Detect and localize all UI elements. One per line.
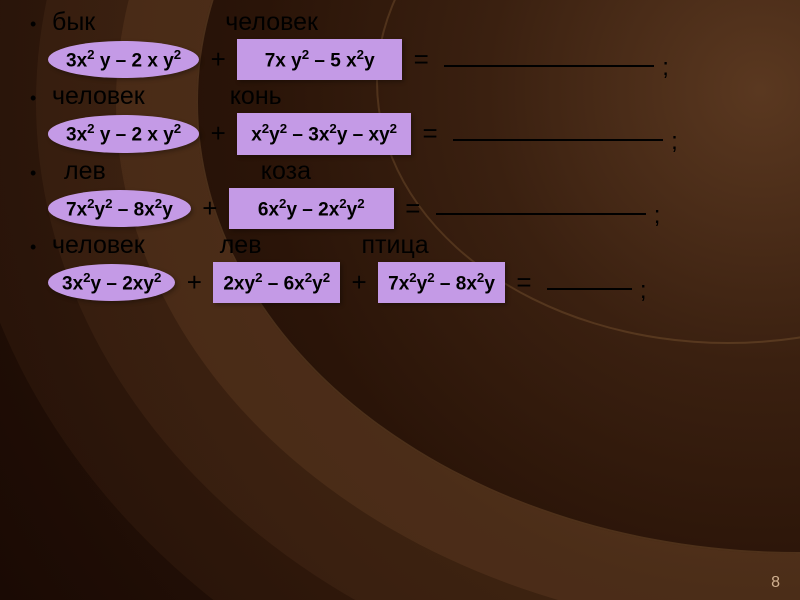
equals: = [404,193,422,224]
equals: = [412,44,430,75]
row4-expr: 3x2y – 2xy2 + 2xy2 – 6x2y2 + 7x2y2 – 8x2… [30,262,780,303]
plus: + [350,267,368,298]
answer-blank [444,65,654,67]
semicolon: ; [654,202,661,230]
plus: + [209,118,227,149]
label-lev: лев [64,157,106,186]
slide-content: • бык человек 3x2 y – 2 x y2 + 7x y2 – 5… [0,0,800,315]
plus: + [201,193,219,224]
term-rect: 6x2y – 2x2y2 [229,188,394,229]
row1-labels: • бык человек [30,8,780,37]
plus: + [185,267,203,298]
label-koza: коза [261,157,311,186]
term-rect: 2xy2 – 6x2y2 [213,262,340,303]
term-rect: x2y2 – 3x2y – xy2 [237,113,411,154]
label-byk: бык [52,8,95,37]
equals: = [421,118,439,149]
row2-expr: 3x2 y – 2 x y2 + x2y2 – 3x2y – xy2 = ; [30,113,780,154]
term-oval: 3x2 y – 2 x y2 [48,115,199,152]
plus: + [209,44,227,75]
label-kon: конь [230,82,282,111]
row1-expr: 3x2 y – 2 x y2 + 7x y2 – 5 x2y = ; [30,39,780,80]
row4-labels: • человек лев птица [30,231,780,260]
row3-labels: • лев коза [30,157,780,186]
term-rect: 7x2y2 – 8x2y [378,262,505,303]
bullet: • [30,237,48,258]
bullet: • [30,14,48,35]
semicolon: ; [640,277,647,305]
answer-blank [547,288,632,290]
bullet: • [30,88,48,109]
label-ptitsa: птица [362,231,429,260]
row2-labels: • человек конь [30,82,780,111]
equals: = [515,267,533,298]
label-chelovek: человек [52,231,145,260]
page-number: 8 [771,574,780,592]
term-rect: 7x y2 – 5 x2y [237,39,402,80]
label-lev: лев [220,231,262,260]
term-oval: 3x2 y – 2 x y2 [48,41,199,78]
semicolon: ; [662,54,669,82]
semicolon: ; [671,128,678,156]
answer-blank [436,213,646,215]
term-oval: 7x2y2 – 8x2y [48,190,191,227]
label-chelovek: человек [52,82,145,111]
row3-expr: 7x2y2 – 8x2y + 6x2y – 2x2y2 = ; [30,188,780,229]
term-oval: 3x2y – 2xy2 [48,264,175,301]
label-chelovek: человек [225,8,318,37]
bullet: • [30,163,48,184]
answer-blank [453,139,663,141]
